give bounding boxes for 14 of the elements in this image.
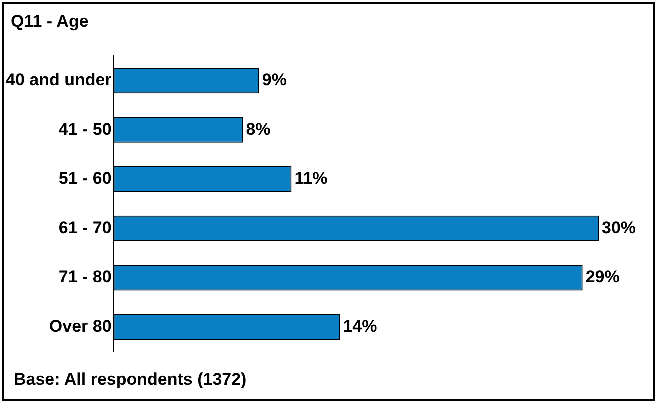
data-label: 14%: [343, 316, 378, 336]
y-tick-label: 41 - 50: [58, 120, 112, 139]
y-tick-label: 71 - 80: [58, 268, 112, 287]
data-label: 11%: [294, 169, 328, 188]
data-label: 9%: [262, 70, 287, 90]
data-label: 29%: [586, 268, 620, 287]
y-tick-label: 61 - 70: [58, 218, 112, 238]
data-label: 30%: [602, 218, 636, 238]
text: Base: All respondents (1372): [14, 370, 247, 390]
y-tick-label: 40 and under: [6, 70, 112, 90]
y-tick-label: 51 - 60: [58, 169, 112, 188]
chart-title: Q11 - Age: [11, 12, 89, 32]
y-tick-label: Over 80: [49, 316, 112, 336]
data-label: 8%: [246, 120, 271, 139]
